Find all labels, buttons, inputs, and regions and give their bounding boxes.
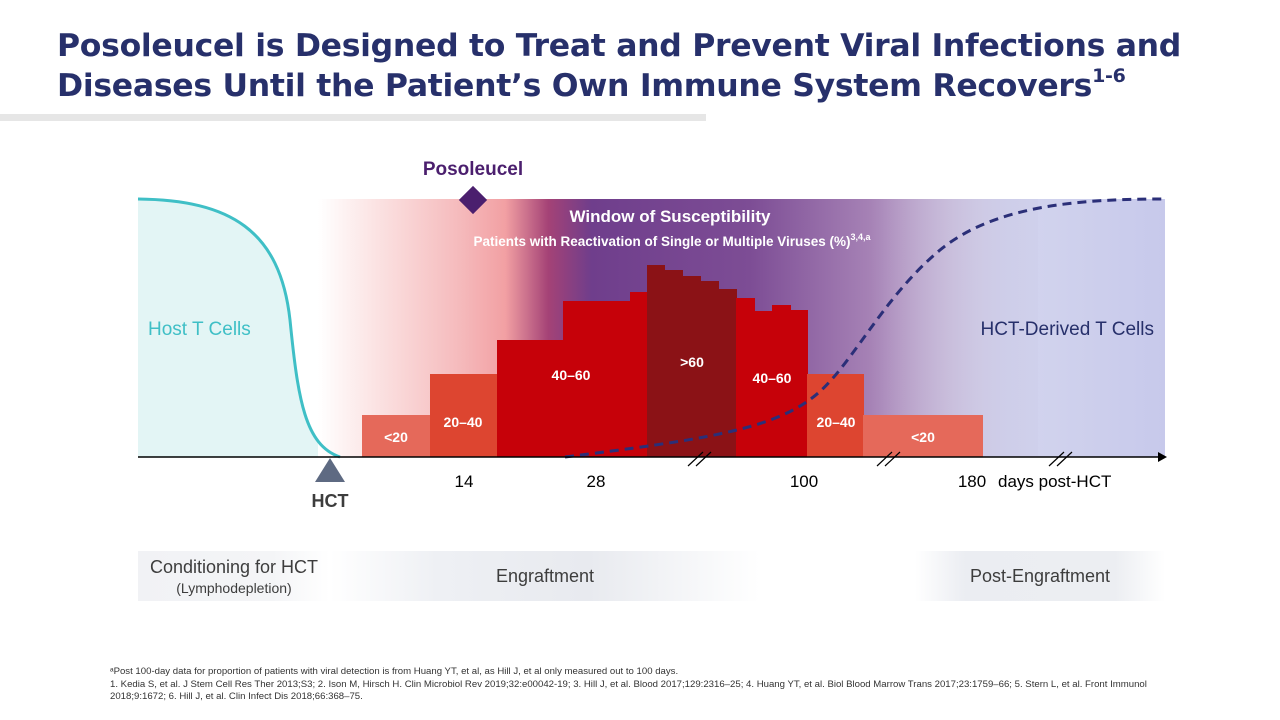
band-bar-lt20-right xyxy=(863,415,983,457)
window-subtitle-text: Patients with Reactivation of Single or … xyxy=(473,234,850,249)
band-label-40-60-left: 40–60 xyxy=(552,367,591,383)
title-superscript: 1-6 xyxy=(1092,65,1126,87)
phase-conditioning: Conditioning for HCT (Lymphodepletion) xyxy=(138,551,330,601)
slide-title: Posoleucel is Designed to Treat and Prev… xyxy=(57,26,1237,106)
axis-break-2 xyxy=(876,451,901,467)
band-bar-lt20-left xyxy=(362,415,430,457)
phase-engraftment: Engraftment xyxy=(330,551,760,601)
title-line-1: Posoleucel is Designed to Treat and Prev… xyxy=(57,28,1182,64)
derived-region xyxy=(870,199,1165,457)
phase-post-engraftment: Post-Engraftment xyxy=(915,551,1165,601)
axis-arrowhead xyxy=(1158,452,1167,462)
window-subtitle: Patients with Reactivation of Single or … xyxy=(473,232,871,249)
reactivation-bars xyxy=(362,265,983,457)
band-label-lt20-left: <20 xyxy=(384,429,408,445)
posoleucel-label: Posoleucel xyxy=(423,159,523,180)
immune-recovery-diagram: <20 20–40 40–60 >60 40–60 20–40 <20 14 2… xyxy=(137,159,1167,511)
hct-label: HCT xyxy=(312,491,349,511)
band-bar-20-40-right xyxy=(807,374,864,457)
band-bar-40-60-right xyxy=(736,298,808,457)
footnote-references: 1. Kedia S, et al. J Stem Cell Res Ther … xyxy=(110,678,1147,703)
phase-conditioning-title: Conditioning for HCT xyxy=(149,556,319,577)
title-divider xyxy=(0,114,706,121)
phase-conditioning-subtitle: (Lymphodepletion) xyxy=(176,579,292,596)
band-label-gt60: >60 xyxy=(680,354,704,370)
host-t-cells-label: Host T Cells xyxy=(148,319,251,340)
band-label-lt20-right: <20 xyxy=(911,429,935,445)
axis-break-3 xyxy=(1048,451,1073,467)
band-label-20-40-left: 20–40 xyxy=(444,414,483,430)
phase-engraftment-title: Engraftment xyxy=(495,565,595,586)
hct-marker-icon xyxy=(315,458,345,482)
host-t-cell-curve xyxy=(137,197,341,459)
footnotes: ᵃPost 100-day data for proportion of pat… xyxy=(110,666,1190,704)
hct-derived-t-cells-label: HCT-Derived T Cells xyxy=(980,319,1154,340)
tick-label-14: 14 xyxy=(455,472,474,491)
phase-post-engraftment-title: Post-Engraftment xyxy=(969,565,1111,586)
band-bar-20-40-left xyxy=(430,374,498,457)
host-region xyxy=(138,198,340,457)
band-bar-40-60-left xyxy=(497,292,648,457)
footnote-a: ᵃPost 100-day data for proportion of pat… xyxy=(110,666,679,677)
tick-label-28: 28 xyxy=(587,472,606,491)
band-bar-gt60 xyxy=(647,265,737,457)
window-subtitle-superscript: 3,4,a xyxy=(851,232,872,242)
derived-t-cell-curve xyxy=(564,197,1166,459)
tick-label-100: 100 xyxy=(790,472,818,491)
band-label-40-60-right: 40–60 xyxy=(753,370,792,386)
axis-unit-label: days post-HCT xyxy=(998,472,1111,491)
axis-break-1 xyxy=(687,451,712,467)
band-label-20-40-right: 20–40 xyxy=(817,414,856,430)
title-line-2: Diseases Until the Patient’s Own Immune … xyxy=(57,68,1093,104)
window-title: Window of Susceptibility xyxy=(569,207,771,226)
tick-label-180: 180 xyxy=(958,472,986,491)
